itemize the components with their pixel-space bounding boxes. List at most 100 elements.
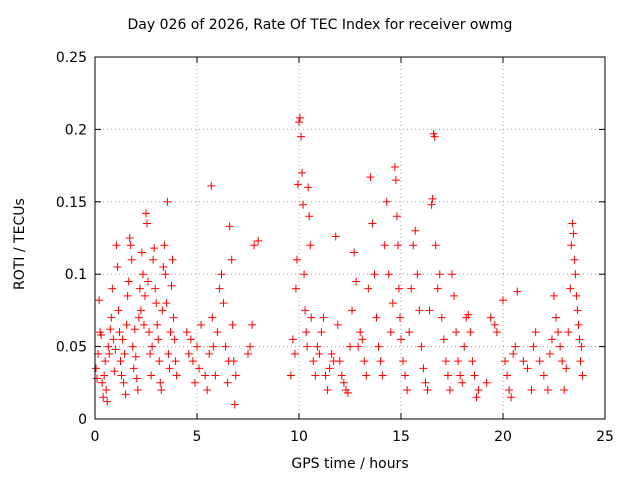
data-point <box>378 371 387 380</box>
data-point <box>399 357 408 366</box>
data-point <box>437 313 446 322</box>
data-point <box>95 296 104 305</box>
data-point <box>292 255 301 264</box>
x-tick-label: 20 <box>494 429 512 445</box>
data-point <box>307 313 316 322</box>
data-point <box>162 299 171 308</box>
data-point <box>501 357 510 366</box>
data-point <box>415 306 424 315</box>
data-point <box>454 357 463 366</box>
data-point <box>250 241 259 250</box>
data-point <box>110 367 119 376</box>
data-point <box>374 342 383 351</box>
data-point <box>98 378 107 387</box>
data-point <box>576 357 585 366</box>
data-point <box>372 313 381 322</box>
data-point <box>93 374 102 383</box>
data-point <box>578 371 587 380</box>
data-point <box>431 241 440 250</box>
data-point <box>543 386 552 395</box>
data-point <box>547 335 556 344</box>
data-point <box>152 299 161 308</box>
data-point <box>119 378 128 387</box>
data-point <box>195 364 204 373</box>
data-point <box>100 371 109 380</box>
data-point <box>161 270 170 279</box>
data-point <box>562 364 571 373</box>
data-point <box>352 277 361 286</box>
data-point <box>165 364 174 373</box>
data-point <box>417 342 426 351</box>
data-point <box>499 296 507 305</box>
data-point <box>301 306 310 315</box>
data-point <box>299 200 308 209</box>
data-point <box>401 371 410 380</box>
data-point <box>577 342 586 351</box>
data-point <box>135 284 144 293</box>
data-point <box>427 200 436 209</box>
data-point <box>158 306 167 315</box>
data-point <box>163 197 172 206</box>
data-point <box>486 313 495 322</box>
data-point <box>529 342 538 351</box>
data-point <box>380 241 389 250</box>
data-point <box>570 255 579 264</box>
data-point <box>293 180 302 189</box>
data-point <box>138 270 147 279</box>
data-point <box>99 393 108 402</box>
data-point <box>571 270 580 279</box>
data-point <box>140 291 149 300</box>
data-point <box>168 255 177 264</box>
data-point <box>384 270 393 279</box>
data-point <box>407 284 416 293</box>
data-point <box>468 357 477 366</box>
data-point <box>382 197 391 206</box>
data-point <box>215 284 224 293</box>
data-point <box>97 331 106 340</box>
data-point <box>169 313 178 322</box>
data-point <box>304 183 313 192</box>
data-point <box>211 371 220 380</box>
data-point <box>155 357 164 366</box>
data-point <box>370 270 379 279</box>
data-point <box>159 262 168 271</box>
data-point <box>295 118 303 127</box>
data-point <box>113 262 122 271</box>
data-point <box>333 320 342 329</box>
data-point <box>405 328 414 337</box>
data-point <box>464 310 473 319</box>
data-point <box>157 386 166 395</box>
data-point <box>390 163 399 172</box>
data-point <box>288 335 297 344</box>
data-point <box>148 342 157 351</box>
data-point <box>346 342 354 351</box>
data-point <box>111 345 120 354</box>
data-point <box>217 270 226 279</box>
data-point <box>311 371 320 380</box>
data-point <box>136 306 145 315</box>
y-tick-label: 0.2 <box>65 122 87 138</box>
data-point <box>227 255 236 264</box>
data-point <box>125 234 134 242</box>
data-point <box>574 320 583 329</box>
data-point <box>450 291 459 300</box>
data-point <box>107 313 116 322</box>
data-point <box>433 284 442 293</box>
data-point <box>474 386 483 395</box>
data-point <box>144 277 153 286</box>
data-point <box>482 378 491 387</box>
data-point <box>343 388 352 397</box>
data-point <box>368 219 377 228</box>
data-point <box>395 313 404 322</box>
data-point <box>142 209 150 218</box>
data-point <box>147 371 156 380</box>
data-point <box>229 357 238 366</box>
data-point <box>313 342 322 351</box>
y-tick-label: 0.25 <box>56 50 87 66</box>
data-point <box>137 248 146 257</box>
data-point <box>296 113 305 122</box>
data-point <box>115 328 124 337</box>
data-point <box>286 371 295 380</box>
data-point <box>122 320 131 329</box>
data-point <box>448 270 456 279</box>
